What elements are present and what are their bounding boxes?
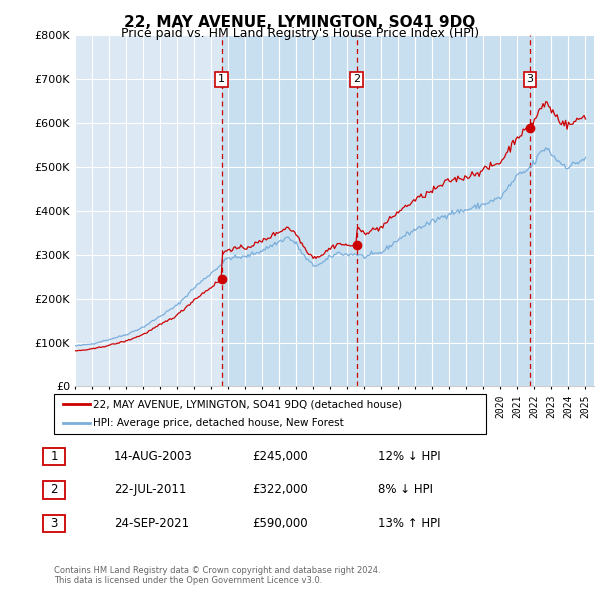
Text: HPI: Average price, detached house, New Forest: HPI: Average price, detached house, New …	[93, 418, 344, 428]
Text: 13% ↑ HPI: 13% ↑ HPI	[378, 517, 440, 530]
Text: £245,000: £245,000	[252, 450, 308, 463]
Text: 2: 2	[50, 483, 58, 497]
Text: 22-JUL-2011: 22-JUL-2011	[114, 483, 187, 497]
Text: 8% ↓ HPI: 8% ↓ HPI	[378, 483, 433, 497]
Text: Price paid vs. HM Land Registry's House Price Index (HPI): Price paid vs. HM Land Registry's House …	[121, 27, 479, 40]
Text: 12% ↓ HPI: 12% ↓ HPI	[378, 450, 440, 463]
Text: 24-SEP-2021: 24-SEP-2021	[114, 517, 189, 530]
Text: 22, MAY AVENUE, LYMINGTON, SO41 9DQ: 22, MAY AVENUE, LYMINGTON, SO41 9DQ	[124, 15, 476, 30]
Text: 3: 3	[526, 74, 533, 84]
Bar	[356, 35, 530, 386]
Text: Contains HM Land Registry data © Crown copyright and database right 2024.
This d: Contains HM Land Registry data © Crown c…	[54, 566, 380, 585]
Text: £590,000: £590,000	[252, 517, 308, 530]
Text: 1: 1	[218, 74, 225, 84]
Text: 1: 1	[50, 450, 58, 463]
Text: 14-AUG-2003: 14-AUG-2003	[114, 450, 193, 463]
Text: 2: 2	[353, 74, 360, 84]
Bar	[221, 35, 356, 386]
Text: 22, MAY AVENUE, LYMINGTON, SO41 9DQ (detached house): 22, MAY AVENUE, LYMINGTON, SO41 9DQ (det…	[93, 399, 402, 409]
Text: 3: 3	[50, 517, 58, 530]
Bar	[530, 35, 594, 386]
Text: £322,000: £322,000	[252, 483, 308, 497]
